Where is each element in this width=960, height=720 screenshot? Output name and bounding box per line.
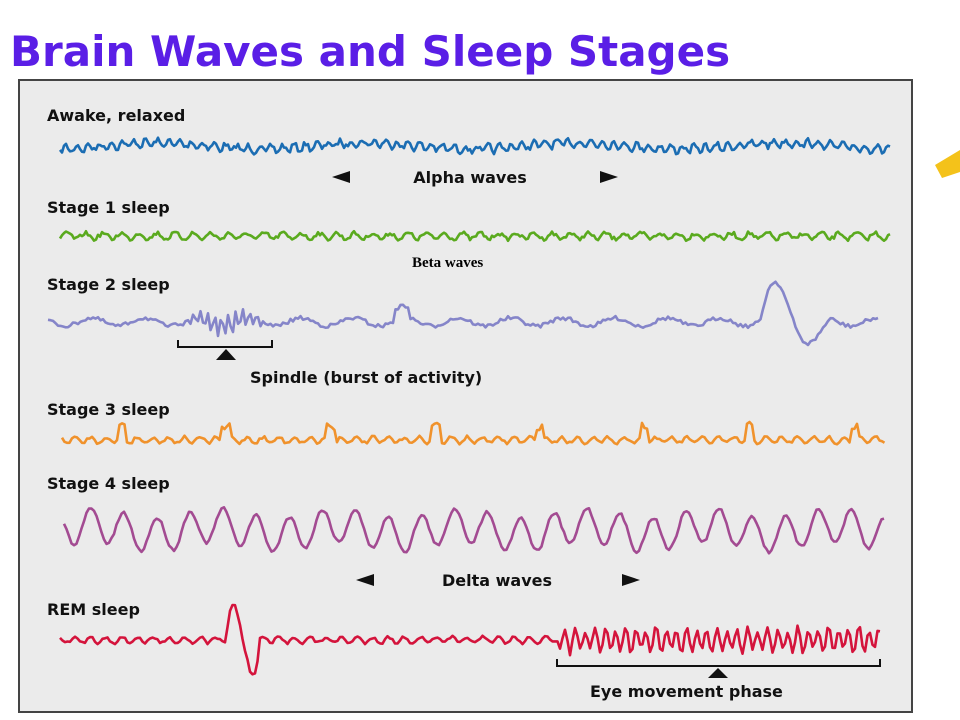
figure-panel: [18, 79, 913, 713]
arrow-left: [332, 171, 350, 183]
annotation: Spindle (burst of activity): [250, 368, 482, 387]
pointer: [216, 349, 236, 360]
annotation: Eye movement phase: [590, 682, 783, 701]
decor-arrow: [935, 150, 960, 178]
eeg-trace: [60, 420, 886, 446]
row-label: Stage 2 sleep: [47, 275, 170, 294]
eeg-trace: [58, 136, 891, 156]
title: Brain Waves and Sleep Stages: [10, 27, 730, 76]
row-label: REM sleep: [47, 600, 140, 619]
row-label: Awake, relaxed: [47, 106, 185, 125]
pointer: [708, 668, 728, 678]
eeg-trace: [47, 280, 879, 347]
bracket: [177, 340, 273, 348]
row-label: Stage 4 sleep: [47, 474, 170, 493]
annotation: Alpha waves: [413, 168, 526, 187]
eeg-trace: [62, 505, 885, 555]
annotation: Delta waves: [442, 571, 552, 590]
eeg-trace: [59, 603, 881, 676]
arrow-right: [600, 171, 618, 183]
row-label: Stage 3 sleep: [47, 400, 170, 419]
arrow-right: [622, 574, 640, 586]
arrow-left: [356, 574, 374, 586]
eeg-trace: [58, 229, 891, 243]
annotation: Beta waves: [412, 255, 483, 271]
bracket: [556, 659, 881, 667]
row-label: Stage 1 sleep: [47, 198, 170, 217]
